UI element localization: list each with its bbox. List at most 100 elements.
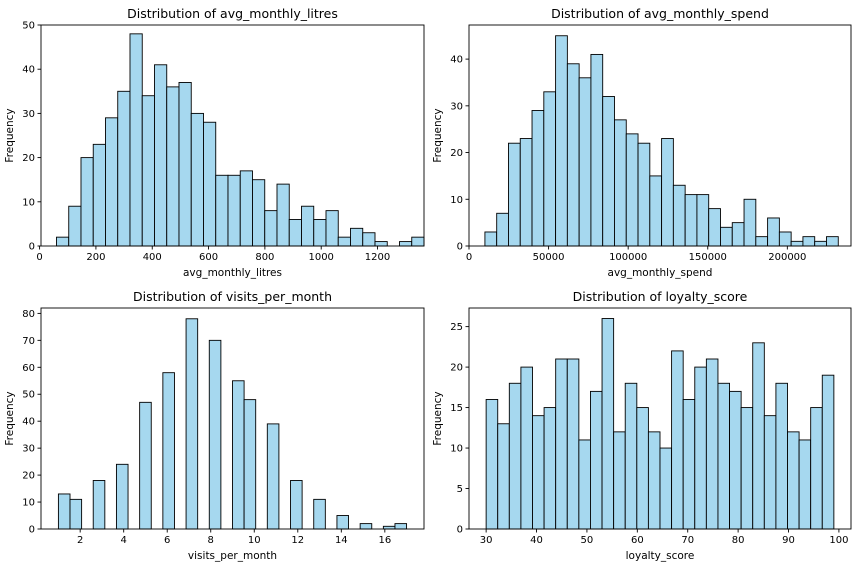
histogram-bar	[208, 339, 222, 530]
histogram-bar	[671, 350, 684, 530]
histogram-bar	[532, 415, 545, 530]
x-tick-label: 100	[829, 535, 848, 546]
x-tick-label: 16	[378, 535, 391, 546]
histogram-bar	[215, 174, 229, 247]
x-axis-label: loyalty_score	[626, 550, 695, 562]
histogram-bar	[227, 174, 241, 247]
x-tick-label: 0	[466, 252, 472, 263]
histogram-bar	[69, 498, 83, 530]
y-tick-label: 0	[457, 525, 463, 536]
histogram-bar	[313, 498, 326, 530]
histogram-panel-2: 0 50000 100000 150000 200000 0 10 20 30 40 Distrib…	[432, 6, 852, 279]
histogram-bar	[92, 143, 106, 247]
x-tick-label: 50	[581, 535, 594, 546]
histogram-bar	[337, 236, 351, 247]
y-tick-label: 20	[22, 153, 35, 164]
histogram-panel-3: 2 4 6 8 10 12 14 16 0 10 20 30 40 50 60 70 80 Distributio…	[4, 289, 425, 562]
x-tick-label: 200000	[768, 252, 806, 263]
plot-frame	[468, 24, 852, 247]
histogram-bar	[394, 523, 408, 530]
chart-title: Distribution of avg_monthly_spend	[551, 6, 769, 21]
y-axis-label: Frequency	[4, 391, 16, 445]
histogram-bar	[313, 219, 327, 247]
histogram-bar	[92, 480, 106, 530]
y-tick-label: 40	[22, 65, 35, 76]
x-tick-label: 2	[77, 535, 83, 546]
histogram-bar	[601, 318, 615, 530]
histogram-bar	[203, 121, 217, 247]
histogram-bar	[485, 399, 499, 530]
histogram-bar	[659, 447, 673, 530]
y-tick-label: 10	[22, 197, 35, 208]
histogram-bar	[763, 415, 777, 530]
histogram-bar	[613, 431, 626, 530]
histogram-bar	[649, 175, 663, 247]
histogram-bar	[826, 236, 839, 247]
histogram-bar	[543, 91, 557, 247]
histogram-bar	[614, 119, 627, 247]
y-tick-label: 20	[22, 471, 35, 482]
x-tick-label: 800	[255, 252, 274, 263]
histogram-bar	[68, 205, 82, 247]
histogram-bar	[720, 226, 733, 247]
x-tick-label: 10	[248, 535, 261, 546]
histogram-bar	[129, 33, 143, 247]
histogram-bar	[239, 170, 253, 247]
histogram-bar	[190, 112, 204, 247]
histogram-bar	[166, 86, 180, 247]
y-tick-label: 40	[450, 55, 463, 66]
y-tick-label: 20	[450, 148, 463, 159]
histogram-bar	[647, 431, 661, 530]
x-tick-label: 40	[530, 535, 543, 546]
histogram-bar	[336, 515, 349, 530]
x-tick-label: 80	[732, 535, 745, 546]
histogram-bar	[290, 480, 303, 530]
histogram-bar	[243, 399, 257, 530]
histogram-bar	[139, 401, 152, 530]
histogram-bar	[787, 431, 800, 530]
y-tick-label: 50	[22, 390, 35, 401]
histogram-bar	[288, 219, 302, 247]
y-tick-label: 40	[22, 417, 35, 428]
y-tick-label: 20	[450, 363, 463, 374]
histogram-bar	[566, 358, 580, 530]
histogram-bar	[755, 236, 769, 247]
x-axis-label: avg_monthly_spend	[608, 267, 713, 279]
histogram-bar	[798, 439, 812, 530]
histogram-bar	[672, 184, 686, 247]
x-tick-label: 30	[480, 535, 493, 546]
x-tick-label: 100000	[609, 252, 647, 263]
histogram-bar	[684, 194, 698, 247]
histogram-bar	[350, 227, 364, 247]
plot-frame	[40, 307, 425, 530]
histogram-bar	[696, 194, 710, 247]
y-tick-label: 30	[22, 109, 35, 120]
histogram-bar	[705, 358, 719, 530]
histogram-bar	[578, 77, 592, 247]
x-tick-label: 60	[631, 535, 644, 546]
chart-title: Distribution of avg_monthly_litres	[127, 6, 338, 21]
x-tick-label: 600	[199, 252, 218, 263]
histogram-bar	[531, 110, 545, 247]
histogram-bar	[484, 231, 498, 247]
histogram-bar	[624, 382, 638, 530]
histogram-bar	[682, 399, 696, 530]
histogram-bar	[162, 372, 175, 530]
histogram-bar	[731, 222, 745, 247]
chart-title: Distribution of loyalty_score	[573, 289, 748, 304]
histogram-bar	[752, 342, 765, 530]
y-tick-label: 80	[22, 309, 35, 320]
histogram-bar	[362, 232, 376, 247]
histogram-bar	[717, 382, 730, 530]
y-tick-label: 10	[450, 444, 463, 455]
histogram-bar	[80, 157, 94, 247]
histogram-bar	[154, 64, 168, 247]
y-tick-label: 30	[450, 101, 463, 112]
y-tick-label: 70	[22, 336, 35, 347]
y-tick-label: 30	[22, 444, 35, 455]
y-tick-label: 0	[457, 242, 463, 253]
chart-title: Distribution of visits_per_month	[133, 289, 332, 304]
histogram-panel-4: 30 40 50 60 70 80 90 100 0 5 10 15 20 25 Distribution …	[432, 289, 852, 562]
x-tick-label: 0	[36, 252, 42, 263]
histogram-bar	[708, 208, 721, 247]
